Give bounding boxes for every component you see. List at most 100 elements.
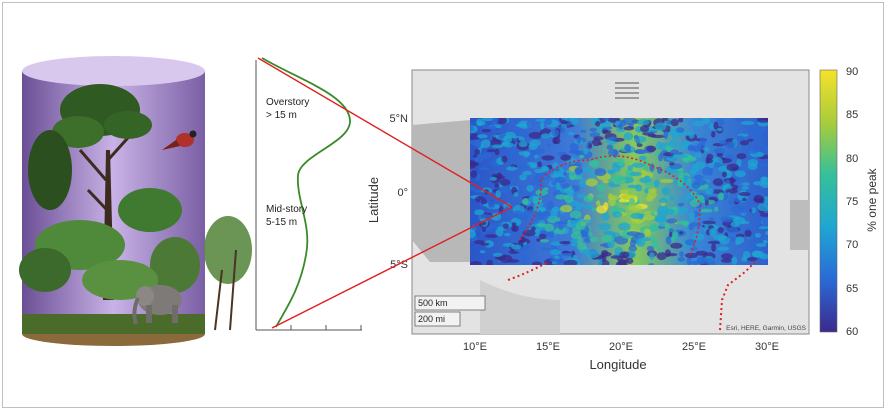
heatmap-cell xyxy=(615,260,628,265)
heatmap-cell xyxy=(666,119,672,125)
heatmap-cell xyxy=(555,182,561,190)
heatmap-cell xyxy=(651,134,665,139)
heatmap-cell xyxy=(735,236,745,244)
heatmap-cell xyxy=(502,223,509,229)
heatmap-cell xyxy=(635,184,643,192)
heatmap-cell xyxy=(519,226,528,230)
heatmap-cell xyxy=(628,204,643,212)
heatmap-cell xyxy=(513,210,524,216)
heatmap-cell xyxy=(716,153,724,157)
heatmap-cell xyxy=(741,182,750,186)
heatmap-cell xyxy=(660,178,674,183)
heatmap-cell xyxy=(740,121,755,125)
heatmap-cell xyxy=(561,183,570,189)
heatmap-cell xyxy=(556,258,565,265)
map-attribution: Esri, HERE, Garmin, USGS xyxy=(726,325,806,332)
heatmap-cell xyxy=(473,240,485,245)
heatmap-cell xyxy=(470,229,476,238)
heatmap-cell xyxy=(602,180,609,184)
heatmap-cell xyxy=(608,181,615,188)
heatmap-cell xyxy=(514,128,522,135)
heatmap-cell xyxy=(528,131,543,139)
heatmap-cell xyxy=(708,217,715,221)
heatmap-cell xyxy=(575,202,586,207)
heatmap-cell xyxy=(568,131,575,136)
heatmap-cell xyxy=(753,181,766,186)
heatmap-cell xyxy=(706,153,714,161)
heatmap-cell xyxy=(522,170,532,176)
heatmap-cell xyxy=(499,186,509,194)
heatmap-cell xyxy=(753,219,761,227)
heatmap-cell xyxy=(604,231,616,236)
heatmap-cell xyxy=(668,228,674,234)
heatmap-cell xyxy=(760,197,765,203)
heatmap-cell xyxy=(712,178,724,186)
heatmap-cell xyxy=(629,171,642,177)
heatmap-cell xyxy=(479,167,489,171)
heatmap-cell xyxy=(526,121,531,128)
heatmap-cell xyxy=(519,174,527,181)
heatmap-cell xyxy=(486,259,493,265)
heatmap-cell xyxy=(586,250,600,259)
heatmap-cell xyxy=(550,173,559,178)
heatmap-cell xyxy=(706,159,713,164)
heatmap-cell xyxy=(666,218,678,224)
heatmap-cell xyxy=(552,137,558,145)
scale-km-label: 500 km xyxy=(418,298,448,308)
heatmap-cell xyxy=(595,121,601,127)
heatmap-cell xyxy=(513,192,519,197)
heatmap-cell xyxy=(590,170,595,179)
heatmap-cell xyxy=(647,190,657,199)
heatmap-cell xyxy=(709,123,715,130)
heatmap-cell xyxy=(713,121,719,130)
y-tick-5n: 5°N xyxy=(390,113,409,125)
heatmap-cell xyxy=(732,216,746,225)
heatmap-cell xyxy=(578,154,585,159)
heatmap-cell xyxy=(599,122,612,128)
heatmap-cell xyxy=(608,169,616,175)
heatmap-cell xyxy=(730,205,745,213)
heatmap-cell xyxy=(656,141,663,150)
heatmap-cell xyxy=(503,135,513,144)
heatmap-cell xyxy=(533,154,539,159)
heatmap-cell xyxy=(554,227,568,235)
heatmap-cell xyxy=(596,194,606,198)
heatmap-cell xyxy=(722,185,730,190)
heatmap-cell xyxy=(659,197,668,204)
heatmap xyxy=(470,118,768,265)
heatmap-cell xyxy=(546,143,551,148)
heatmap-cell xyxy=(489,176,497,181)
colorbar-tick: 70 xyxy=(846,239,858,251)
scale-bar: 500 km 200 mi xyxy=(414,295,486,327)
heatmap-cell xyxy=(717,192,725,201)
heatmap-cell xyxy=(537,161,542,168)
heatmap-cell xyxy=(481,227,486,233)
heatmap-cell xyxy=(491,118,499,124)
heatmap-cell xyxy=(713,148,719,153)
heatmap-cell xyxy=(704,199,709,206)
heatmap-cell xyxy=(470,161,479,167)
heatmap-cell xyxy=(473,154,478,158)
heatmap-cell xyxy=(479,250,486,254)
heatmap-cell xyxy=(721,171,728,178)
heatmap-cell xyxy=(544,223,555,232)
heatmap-cell xyxy=(726,163,740,172)
heatmap-cell xyxy=(746,198,751,207)
heatmap-cell xyxy=(606,144,614,150)
heatmap-cell xyxy=(650,235,656,242)
heatmap-cell xyxy=(757,203,768,212)
heatmap-cell xyxy=(688,212,696,218)
heatmap-cell xyxy=(589,236,599,243)
heatmap-cell xyxy=(684,239,696,246)
heatmap-cell xyxy=(677,144,689,150)
heatmap-cell xyxy=(491,144,504,148)
heatmap-cell xyxy=(742,197,747,202)
heatmap-cell xyxy=(628,245,637,252)
heatmap-cell xyxy=(630,212,644,219)
heatmap-cell xyxy=(624,143,631,152)
heatmap-cell xyxy=(741,186,749,190)
heatmap-cell xyxy=(547,200,554,210)
heatmap-cell xyxy=(564,226,569,235)
heatmap-cell xyxy=(583,148,589,155)
heatmap-cell xyxy=(709,227,717,237)
